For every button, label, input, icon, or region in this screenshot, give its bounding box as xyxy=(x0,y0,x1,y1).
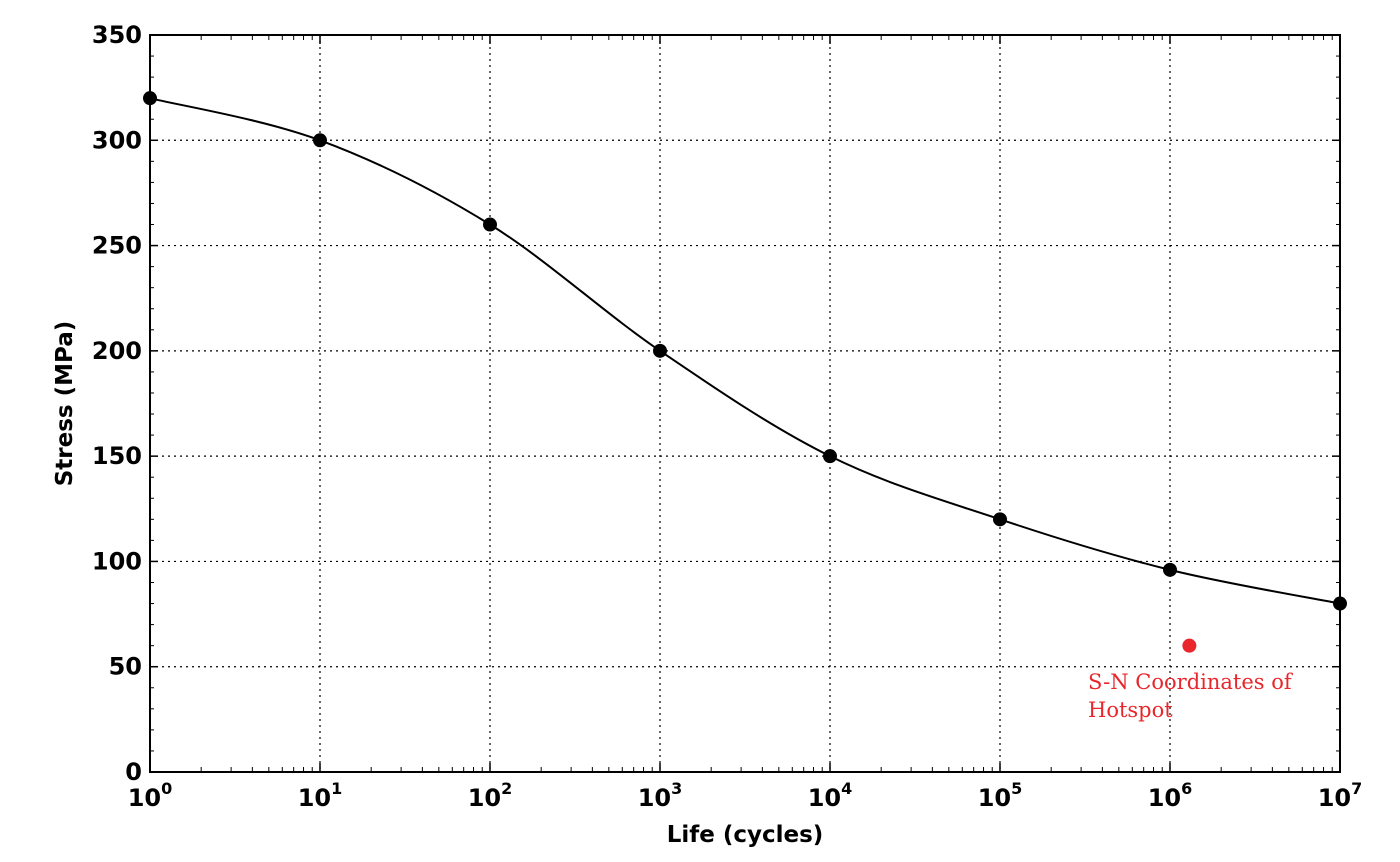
x-tick-label: 101 xyxy=(298,779,343,812)
y-tick-label: 150 xyxy=(92,442,142,470)
y-tick-label: 300 xyxy=(92,126,142,154)
y-tick-label: 350 xyxy=(92,21,142,49)
grid-lines xyxy=(150,35,1340,772)
x-tick-label: 106 xyxy=(1148,779,1193,812)
hotspot-annotation: S-N Coordinates of Hotspot xyxy=(1088,670,1294,722)
y-tick-label: 50 xyxy=(109,653,142,681)
data-point xyxy=(313,133,327,148)
x-tick-label: 104 xyxy=(808,779,853,812)
x-tick-label: 100 xyxy=(128,779,173,812)
y-tick-label: 250 xyxy=(92,232,142,260)
y-tick-label: 0 xyxy=(125,758,142,786)
data-point xyxy=(993,512,1007,527)
data-points xyxy=(143,91,1347,611)
data-point xyxy=(653,343,667,358)
x-axis-label: Life (cycles) xyxy=(667,822,824,848)
x-tick-labels: 100 101 102 103 104 105 106 107 xyxy=(128,779,1363,812)
data-point xyxy=(823,449,837,464)
data-point xyxy=(1163,562,1177,577)
hotspot-point xyxy=(1182,638,1197,653)
x-tick-label: 107 xyxy=(1318,779,1363,812)
y-tick-label: 100 xyxy=(92,547,142,575)
y-axis-label: Stress (MPa) xyxy=(52,321,78,487)
y-tick-label: 200 xyxy=(92,337,142,365)
x-tick-label: 105 xyxy=(978,779,1023,812)
x-tick-label: 103 xyxy=(638,779,683,812)
plot-frame xyxy=(149,34,1341,773)
minor-ticks xyxy=(149,34,1341,773)
y-tick-labels: 0 50 100 150 200 250 300 350 xyxy=(92,21,142,786)
x-tick-label: 102 xyxy=(468,779,513,812)
sn-curve-line xyxy=(149,97,1341,605)
data-point xyxy=(483,217,497,232)
